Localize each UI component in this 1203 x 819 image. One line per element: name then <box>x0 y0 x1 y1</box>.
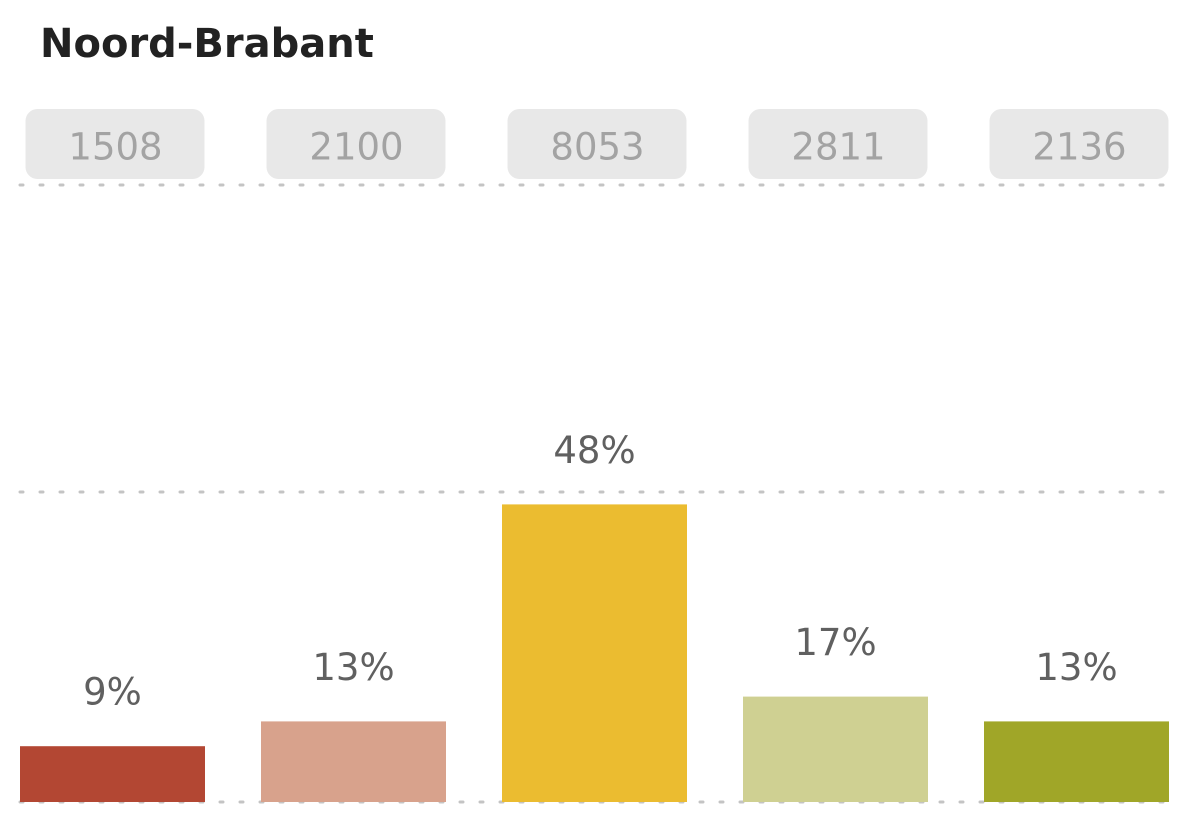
count-badge <box>748 109 928 179</box>
value-label: 9% <box>83 671 142 714</box>
value-label: 13% <box>1035 646 1117 689</box>
value-label: 48% <box>553 429 635 472</box>
count-badge <box>266 109 446 179</box>
count-badge <box>507 109 687 179</box>
count-label: 2100 <box>309 126 403 169</box>
bar <box>743 696 928 802</box>
value-label: 13% <box>312 646 394 689</box>
count-label: 1508 <box>68 126 162 169</box>
bar <box>984 721 1169 802</box>
bar <box>502 504 687 802</box>
count-label: 8053 <box>550 126 644 169</box>
chart-title: Noord-Brabant <box>40 21 374 67</box>
count-label: 2811 <box>791 126 885 169</box>
bar <box>261 721 446 802</box>
value-label: 17% <box>794 621 876 664</box>
count-label: 2136 <box>1032 126 1126 169</box>
count-badge <box>25 109 205 179</box>
bar <box>20 746 205 802</box>
count-badge <box>989 109 1169 179</box>
